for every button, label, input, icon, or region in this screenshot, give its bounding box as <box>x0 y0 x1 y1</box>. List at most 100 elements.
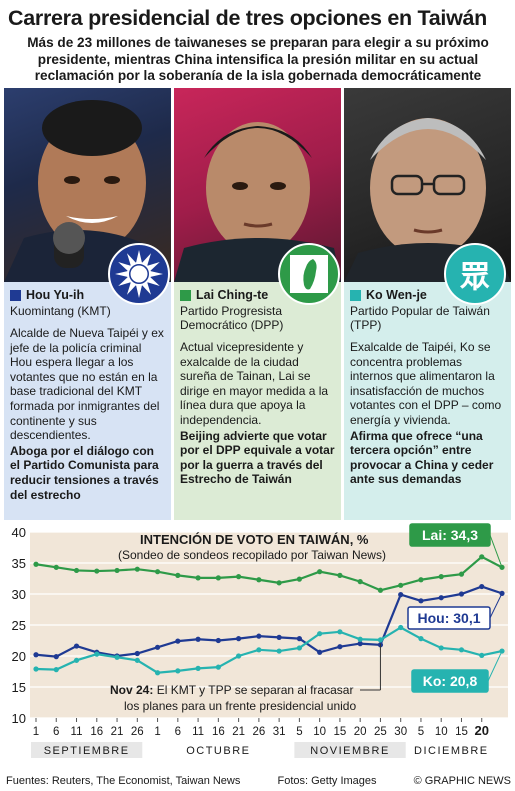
x-tick-label: 25 <box>374 726 387 738</box>
annotation-text: El KMT y TPP se separan al fracasar <box>157 683 354 697</box>
data-point-lai <box>73 567 80 574</box>
ko-name-row: Ko Wen-je <box>350 288 505 302</box>
series-label-ko: Ko: 20,8 <box>423 673 478 689</box>
data-point-hou <box>53 654 59 660</box>
data-point-lai <box>337 572 343 578</box>
kmt-sun-emblem-icon <box>108 243 170 305</box>
data-point-ko <box>337 629 343 635</box>
chart-subtitle: (Sondeo de sondeos recopilado por Taiwan… <box>118 548 386 562</box>
data-point-lai <box>256 577 262 583</box>
hou-name: Hou Yu-ih <box>26 288 85 302</box>
lai-name-row: Lai Ching-te <box>180 288 335 302</box>
x-tick-label: 30 <box>394 726 407 738</box>
data-point-lai <box>418 577 424 583</box>
data-point-ko <box>458 647 465 653</box>
data-point-hou <box>398 592 404 598</box>
hou-portrait-illustration <box>4 100 171 282</box>
series-label-lai: Lai: 34,3 <box>422 527 478 543</box>
series-line-lai <box>35 555 503 592</box>
data-point-hou <box>256 633 262 639</box>
lai-description: Actual vicepresidente y exalcalde de la … <box>180 340 329 427</box>
data-point-hou <box>236 636 242 642</box>
month-label: OCTUBRE <box>186 745 250 757</box>
lai-color-square <box>180 289 191 301</box>
data-point-lai <box>458 571 465 577</box>
month-label: DICIEMBRE <box>414 745 489 757</box>
hou-info: Hou Yu-ih Kuomintang (KMT) Alcalde de Nu… <box>4 282 171 520</box>
data-point-lai <box>53 564 59 570</box>
month-label: SEPTIEMBRE <box>44 745 130 757</box>
x-tick-label: 1 <box>154 726 160 738</box>
hou-photo <box>4 88 171 282</box>
label-leader-ko <box>487 650 503 682</box>
label-leader-hou <box>489 593 503 619</box>
data-point-lai <box>134 566 140 572</box>
month-band <box>415 742 487 758</box>
data-point-lai <box>33 561 39 567</box>
data-point-ko <box>33 666 39 672</box>
data-point-ko <box>438 645 444 651</box>
month-band <box>31 742 143 758</box>
y-tick-label: 25 <box>12 618 26 633</box>
x-tick-label: 1 <box>33 726 39 738</box>
data-point-hou <box>438 595 444 601</box>
data-point-ko <box>377 637 384 643</box>
data-point-ko <box>479 652 485 658</box>
data-point-hou <box>175 638 181 644</box>
data-point-lai <box>114 567 120 574</box>
data-point-hou <box>33 652 39 658</box>
x-tick-label: 6 <box>53 726 59 738</box>
data-point-hou <box>317 649 323 655</box>
data-point-lai <box>195 575 201 581</box>
month-label: NOVIEMBRE <box>310 745 390 757</box>
x-tick-label: 26 <box>131 726 144 738</box>
candidate-panel-ko: Ko Wen-je Partido Popular de Taiwán (TPP… <box>344 88 511 520</box>
data-point-hou <box>458 591 465 597</box>
data-point-ko <box>94 651 100 657</box>
x-tick-label: 5 <box>296 726 302 738</box>
data-point-lai <box>398 582 404 588</box>
x-tick-label: 5 <box>418 726 424 738</box>
lai-stance: Beijing advierte que votar por el DPP eq… <box>180 428 335 487</box>
hou-description: Alcalde de Nueva Taipéi y ex jefe de la … <box>10 326 164 443</box>
data-point-ko <box>134 657 140 663</box>
x-tick-label: 15 <box>334 726 347 738</box>
x-tick-label: 20 <box>475 723 489 738</box>
data-point-ko <box>317 631 323 637</box>
data-point-hou <box>357 641 363 647</box>
hou-party: Kuomintang (KMT) <box>10 304 111 318</box>
lai-name: Lai Ching-te <box>196 288 269 302</box>
y-tick-label: 35 <box>12 556 26 571</box>
data-point-ko <box>276 648 282 654</box>
month-band <box>152 742 285 758</box>
y-tick-label: 30 <box>12 587 26 602</box>
data-point-lai <box>296 576 302 582</box>
annotation-date: Nov 24: <box>110 683 157 697</box>
series-label-hou: Hou: 30,1 <box>417 610 480 626</box>
series-line-ko <box>35 626 503 674</box>
annotation-line-2: los planes para un frente presidencial u… <box>124 699 356 713</box>
x-tick-label: 31 <box>273 726 286 738</box>
data-point-lai <box>276 580 282 586</box>
data-point-lai <box>377 587 384 593</box>
ko-party: Partido Popular de Taiwán (TPP) <box>350 304 490 332</box>
data-point-ko <box>398 624 404 631</box>
series-label-box-hou <box>407 606 491 630</box>
series-label-box-ko <box>411 669 489 693</box>
annotation-line-1: Nov 24: El KMT y TPP se separan al fraca… <box>110 683 353 697</box>
data-point-hou <box>215 637 221 644</box>
data-point-lai <box>317 569 323 575</box>
x-tick-label: 21 <box>111 726 124 738</box>
data-point-ko <box>154 670 161 676</box>
data-point-ko <box>296 645 302 651</box>
x-tick-label: 20 <box>354 726 367 738</box>
data-point-hou <box>296 636 302 642</box>
tpp-emblem-glyph: 眾 <box>460 260 490 295</box>
lai-party: Partido Progresista Democrático (DPP) <box>180 304 284 332</box>
ko-description: Exalcalde de Taipéi, Ko se concentra pro… <box>350 340 502 427</box>
data-point-ko <box>256 647 262 653</box>
hou-name-row: Hou Yu-ih <box>10 288 165 302</box>
candidate-panel-lai: Lai Ching-te Partido Progresista Democrá… <box>174 88 341 520</box>
data-point-hou <box>195 636 201 642</box>
x-tick-label: 26 <box>252 726 265 738</box>
